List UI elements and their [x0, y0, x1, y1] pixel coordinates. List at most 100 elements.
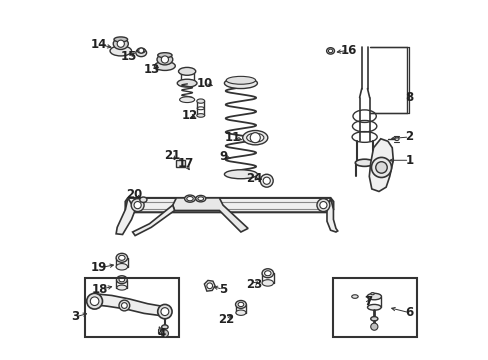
Ellipse shape: [184, 195, 195, 202]
Ellipse shape: [394, 137, 398, 140]
Ellipse shape: [186, 197, 193, 201]
Ellipse shape: [113, 38, 128, 49]
Circle shape: [131, 199, 144, 212]
Text: 13: 13: [143, 63, 160, 76]
Text: 16: 16: [340, 44, 356, 57]
Bar: [85, 278, 179, 337]
Circle shape: [117, 40, 124, 47]
Circle shape: [370, 323, 377, 330]
Ellipse shape: [162, 325, 168, 329]
Text: 23: 23: [245, 278, 262, 291]
Ellipse shape: [370, 293, 373, 295]
Circle shape: [158, 305, 172, 319]
Ellipse shape: [116, 264, 127, 270]
Polygon shape: [326, 198, 337, 232]
Ellipse shape: [355, 159, 373, 166]
Circle shape: [121, 303, 127, 309]
Ellipse shape: [367, 305, 380, 310]
Ellipse shape: [264, 271, 270, 276]
Text: 24: 24: [246, 172, 262, 185]
Ellipse shape: [242, 131, 267, 145]
Text: 10: 10: [197, 77, 213, 90]
Circle shape: [206, 283, 212, 289]
Ellipse shape: [178, 67, 195, 75]
Ellipse shape: [235, 301, 246, 309]
Ellipse shape: [370, 317, 377, 321]
Ellipse shape: [114, 37, 127, 42]
Text: 17: 17: [177, 157, 193, 170]
Ellipse shape: [110, 46, 131, 56]
Ellipse shape: [116, 253, 127, 262]
Polygon shape: [204, 280, 215, 291]
Ellipse shape: [328, 49, 332, 53]
Circle shape: [316, 199, 329, 212]
Ellipse shape: [158, 53, 172, 58]
Circle shape: [119, 300, 129, 311]
Ellipse shape: [116, 276, 127, 284]
Circle shape: [161, 56, 168, 63]
Polygon shape: [89, 294, 169, 316]
Polygon shape: [132, 205, 174, 235]
Circle shape: [134, 202, 141, 209]
Circle shape: [161, 330, 168, 337]
Ellipse shape: [226, 76, 255, 84]
Ellipse shape: [157, 54, 172, 65]
Text: 12: 12: [182, 109, 198, 122]
Ellipse shape: [366, 293, 381, 300]
Text: 22: 22: [217, 312, 233, 326]
Ellipse shape: [351, 295, 357, 298]
Circle shape: [263, 177, 270, 184]
Bar: [175, 160, 184, 167]
Ellipse shape: [246, 133, 264, 142]
Text: 14: 14: [91, 38, 107, 51]
Polygon shape: [172, 198, 247, 232]
Circle shape: [319, 202, 326, 209]
Ellipse shape: [154, 62, 175, 71]
Circle shape: [260, 174, 273, 187]
Ellipse shape: [326, 48, 334, 54]
Bar: [333, 278, 416, 337]
Text: 9: 9: [219, 150, 227, 163]
Circle shape: [250, 133, 260, 143]
Ellipse shape: [196, 114, 204, 117]
Text: 21: 21: [163, 149, 180, 162]
Text: 2: 2: [405, 130, 413, 144]
Ellipse shape: [177, 79, 197, 87]
Ellipse shape: [119, 278, 124, 282]
Ellipse shape: [179, 97, 194, 103]
Text: 19: 19: [91, 261, 107, 274]
Ellipse shape: [140, 197, 147, 202]
Text: 1: 1: [405, 154, 413, 167]
Ellipse shape: [119, 255, 125, 260]
Ellipse shape: [198, 197, 203, 201]
Ellipse shape: [262, 280, 273, 286]
Polygon shape: [368, 139, 392, 192]
Circle shape: [139, 48, 143, 53]
Ellipse shape: [195, 195, 205, 202]
Circle shape: [375, 162, 386, 173]
Ellipse shape: [136, 49, 146, 57]
Text: 7: 7: [364, 296, 371, 309]
Polygon shape: [116, 198, 135, 234]
Ellipse shape: [238, 302, 244, 307]
Text: 4: 4: [158, 327, 166, 340]
Polygon shape: [125, 198, 333, 212]
Circle shape: [90, 297, 99, 306]
Ellipse shape: [235, 310, 245, 315]
Circle shape: [161, 308, 168, 316]
Ellipse shape: [137, 48, 145, 53]
Text: 3: 3: [71, 310, 79, 324]
Ellipse shape: [262, 269, 273, 278]
Text: 20: 20: [126, 188, 142, 201]
Text: 11: 11: [224, 131, 241, 144]
Text: 6: 6: [405, 306, 413, 319]
Text: 18: 18: [92, 283, 108, 296]
Ellipse shape: [196, 99, 204, 103]
Circle shape: [86, 293, 102, 309]
Ellipse shape: [224, 78, 257, 89]
Ellipse shape: [224, 170, 257, 179]
Circle shape: [371, 157, 391, 177]
Ellipse shape: [117, 285, 126, 290]
Text: 5: 5: [219, 283, 226, 296]
Text: 8: 8: [405, 91, 413, 104]
